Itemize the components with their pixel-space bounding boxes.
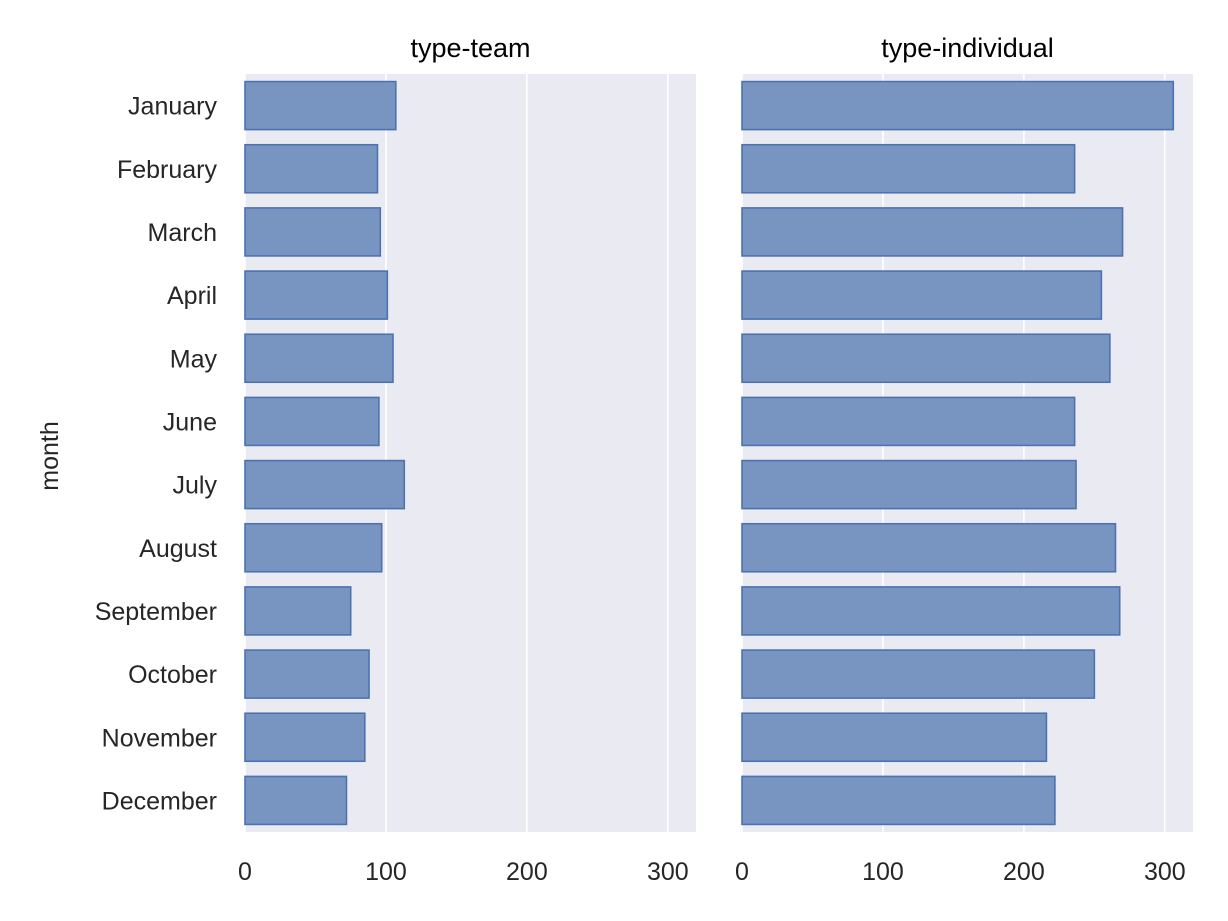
bar-june	[741, 396, 1076, 447]
x-tick-label: 200	[506, 858, 548, 886]
y-tick-label: June	[163, 408, 217, 436]
bar-december	[741, 775, 1056, 826]
bar-october	[741, 649, 1096, 699]
bar-may	[741, 333, 1111, 384]
bar-january	[741, 80, 1175, 131]
y-tick-label: April	[167, 282, 217, 310]
panel-1: type-team 0 100 200 300 January February March A…	[95, 33, 696, 886]
bar-august	[244, 522, 383, 573]
x-tick-label: 100	[365, 858, 407, 886]
panel-title: type-individual	[881, 33, 1054, 63]
bar-april	[741, 270, 1103, 320]
y-tick-label: December	[102, 787, 217, 815]
bar-november	[244, 712, 366, 763]
bar-february	[244, 143, 379, 194]
bar-september	[741, 586, 1121, 636]
y-tick-label: October	[128, 661, 217, 689]
bar-october	[244, 649, 370, 699]
bar-july	[244, 459, 406, 510]
bar-september	[244, 586, 352, 636]
bar-november	[741, 712, 1048, 763]
panels-layer: type-team 0 100 200 300 January February March A…	[95, 33, 1193, 886]
y-tick-label: May	[170, 345, 218, 373]
x-tick-label: 300	[647, 858, 689, 886]
bar-march	[741, 207, 1124, 257]
y-tick-label: February	[117, 156, 218, 184]
y-axis-label: month	[36, 421, 64, 490]
x-tick-label: 0	[238, 858, 252, 886]
y-tick-label: July	[173, 472, 218, 500]
x-tick-label: 200	[1003, 858, 1045, 886]
x-tick-label: 0	[735, 858, 749, 886]
bar-august	[741, 522, 1117, 573]
panel-2: type-individual 0 100 200 300	[735, 33, 1193, 886]
y-tick-label: March	[148, 219, 217, 247]
panel-title: type-team	[410, 33, 530, 63]
y-tick-label: August	[139, 535, 217, 563]
x-tick-label: 300	[1144, 858, 1186, 886]
panel-background	[742, 74, 1193, 832]
bar-march	[244, 207, 382, 257]
bar-january	[244, 80, 397, 131]
y-tick-label: November	[102, 724, 217, 752]
x-tick-label: 100	[862, 858, 904, 886]
bar-may	[244, 333, 394, 384]
bar-june	[244, 396, 380, 447]
bar-december	[244, 775, 348, 826]
y-tick-label: September	[95, 598, 217, 626]
bar-july	[741, 459, 1077, 510]
panel-background	[245, 74, 696, 832]
bar-april	[244, 270, 389, 320]
bar-february	[741, 143, 1076, 194]
y-tick-label: January	[128, 93, 217, 121]
